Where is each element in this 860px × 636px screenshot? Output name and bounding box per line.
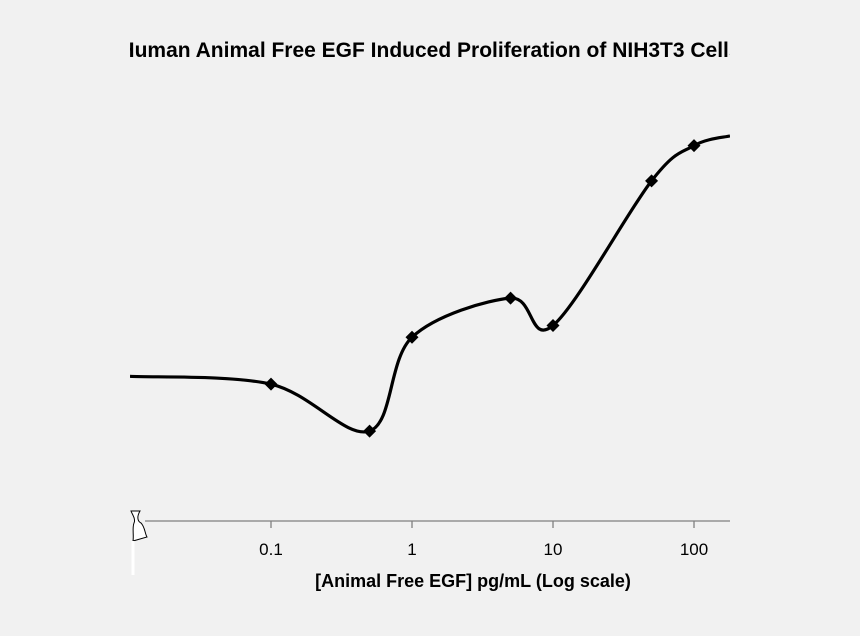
x-tick-label: 0.1: [259, 540, 283, 559]
data-point-marker: [546, 319, 560, 332]
x-tick-label: 100: [680, 540, 708, 559]
data-point-marker: [363, 424, 377, 438]
data-point-marker: [264, 377, 278, 391]
data-point-marker: [687, 139, 701, 153]
chart-title: Human Animal Free EGF Induced Proliferat…: [119, 39, 740, 62]
data-point-marker: [645, 174, 659, 188]
series-layer: [130, 134, 730, 434]
x-tick-label: 10: [544, 540, 563, 559]
axis-break-marker: [130, 510, 148, 542]
series-line: [130, 134, 730, 434]
marker-layer: [264, 139, 701, 438]
x-axis: 0.1 1 10 100: [130, 510, 730, 575]
x-axis-title: [Animal Free EGF] pg/mL (Log scale): [315, 571, 631, 591]
data-point-marker: [504, 291, 518, 305]
x-tick-label: 1: [407, 540, 416, 559]
data-point-marker: [405, 330, 419, 344]
